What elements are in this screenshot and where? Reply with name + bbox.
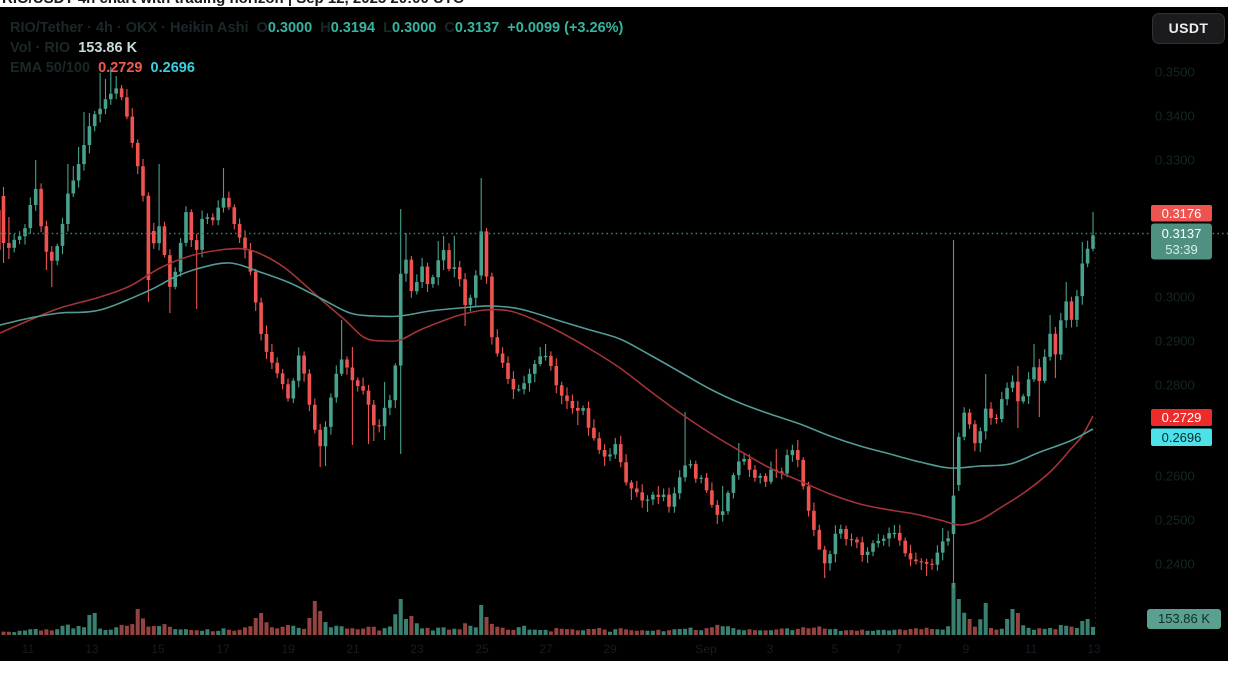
svg-text:5: 5 — [832, 642, 839, 656]
svg-text:7: 7 — [896, 642, 903, 656]
svg-text:0.2900: 0.2900 — [1155, 334, 1195, 349]
svg-text:13: 13 — [1087, 642, 1101, 656]
svg-text:23: 23 — [410, 642, 424, 656]
svg-text:Sep: Sep — [695, 642, 717, 656]
svg-text:3: 3 — [767, 642, 774, 656]
svg-text:153.86 K: 153.86 K — [1158, 611, 1210, 626]
svg-text:9: 9 — [963, 642, 970, 656]
svg-text:0.2800: 0.2800 — [1155, 378, 1195, 393]
svg-text:25: 25 — [475, 642, 489, 656]
svg-text:0.2696: 0.2696 — [1162, 430, 1202, 445]
svg-text:11: 11 — [1025, 642, 1038, 656]
svg-text:0.2600: 0.2600 — [1155, 469, 1195, 484]
svg-text:0.2729: 0.2729 — [1162, 410, 1202, 425]
svg-text:0.2500: 0.2500 — [1155, 513, 1195, 528]
svg-text:13: 13 — [85, 642, 99, 656]
svg-text:0.3000: 0.3000 — [1155, 290, 1195, 305]
svg-text:17: 17 — [216, 642, 230, 656]
svg-text:0.3500: 0.3500 — [1155, 65, 1195, 80]
svg-text:29: 29 — [603, 642, 617, 656]
svg-text:15: 15 — [151, 642, 165, 656]
svg-text:0.3137: 0.3137 — [1162, 226, 1202, 241]
svg-text:27: 27 — [539, 642, 553, 656]
svg-text:0.3400: 0.3400 — [1155, 109, 1195, 124]
svg-text:0.3300: 0.3300 — [1155, 153, 1195, 168]
svg-text:21: 21 — [346, 642, 360, 656]
svg-text:53:39: 53:39 — [1165, 242, 1198, 257]
svg-text:0.2400: 0.2400 — [1155, 557, 1195, 572]
svg-text:0.3176: 0.3176 — [1162, 206, 1202, 221]
svg-text:19: 19 — [281, 642, 295, 656]
svg-text:11: 11 — [22, 642, 35, 656]
